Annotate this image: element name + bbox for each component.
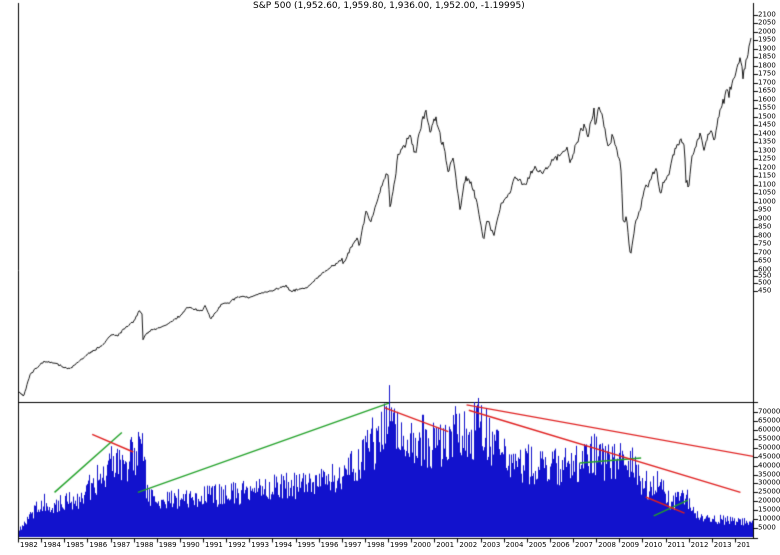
chart-title: S&P 500 (1,952.60, 1,959.80, 1,936.00, 1… [253, 1, 525, 11]
